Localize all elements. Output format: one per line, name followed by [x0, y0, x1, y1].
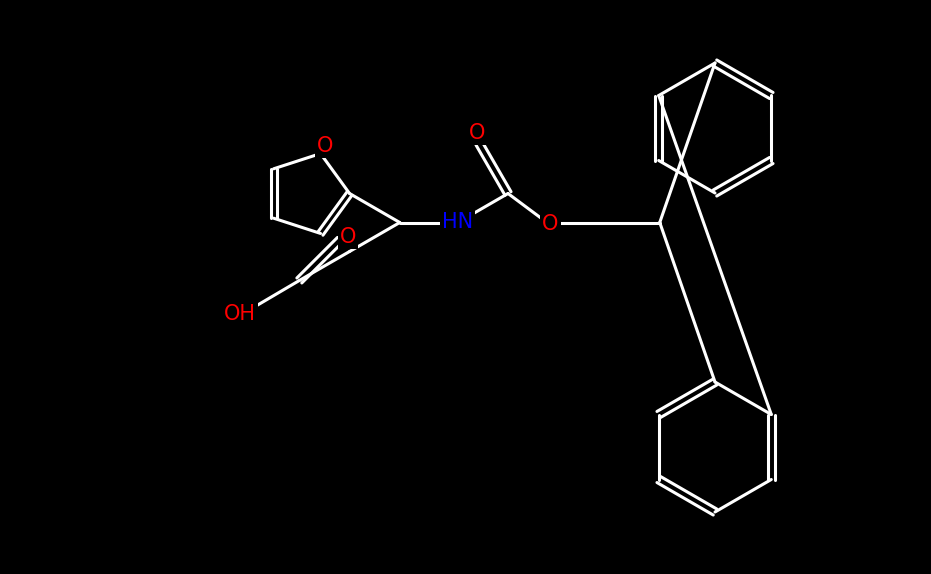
Text: O: O	[542, 215, 559, 235]
Text: O: O	[469, 123, 485, 144]
Text: HN: HN	[442, 212, 473, 232]
Text: O: O	[317, 135, 333, 156]
Text: OH: OH	[224, 304, 256, 324]
Text: O: O	[340, 227, 357, 247]
